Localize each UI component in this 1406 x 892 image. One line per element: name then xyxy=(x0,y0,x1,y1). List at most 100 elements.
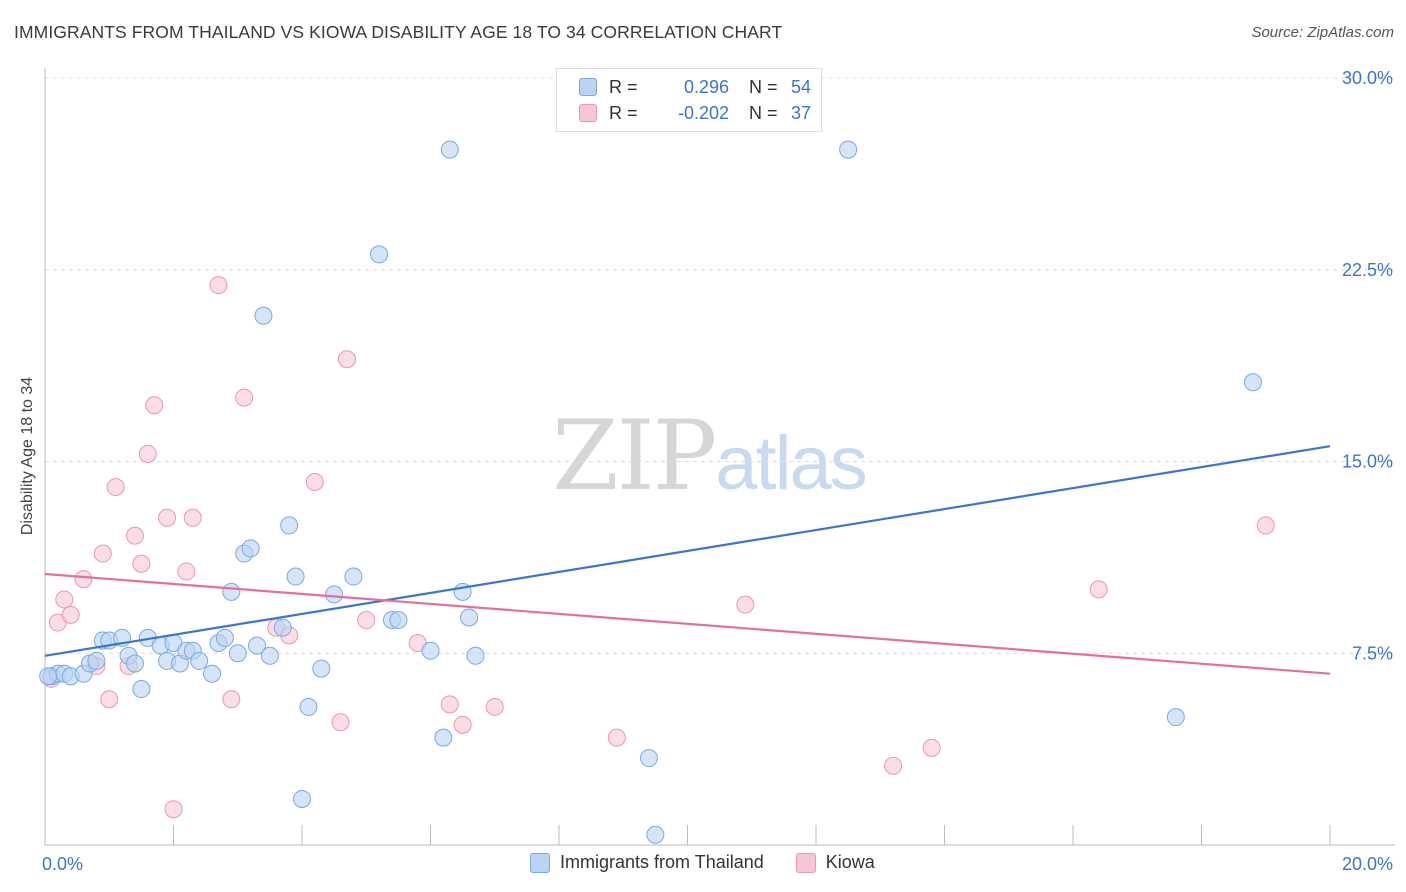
kiowa-point xyxy=(331,713,350,732)
kiowa-point xyxy=(922,738,941,757)
kiowa-point xyxy=(132,554,151,573)
thailand-point xyxy=(254,306,273,325)
r-value: -0.202 xyxy=(677,102,729,123)
kiowa-points xyxy=(42,276,1275,819)
thailand-legend-swatch xyxy=(530,852,550,873)
thailand-points xyxy=(39,140,1262,844)
thailand-point xyxy=(125,654,144,673)
kiowa-point xyxy=(222,690,241,709)
kiowa-point xyxy=(884,756,903,775)
thailand-point xyxy=(248,636,267,655)
y-tick-label: 22.5% xyxy=(1342,260,1393,280)
kiowa-point xyxy=(106,478,125,497)
kiowa-point xyxy=(138,444,157,463)
kiowa-point xyxy=(177,562,196,581)
series-legend: Immigrants from Thailand Kiowa xyxy=(530,852,907,873)
thailand-point xyxy=(389,611,408,630)
thailand-point xyxy=(190,651,209,670)
kiowa-point xyxy=(736,595,755,614)
thailand-point xyxy=(639,749,658,768)
thailand-point xyxy=(280,516,299,535)
kiowa-point xyxy=(453,715,472,734)
grid-lines xyxy=(45,77,1395,654)
x-tick-label: 0.0% xyxy=(42,854,83,874)
thailand-point xyxy=(286,567,305,586)
legend-item-kiowa: Kiowa xyxy=(795,852,875,873)
thailand-point xyxy=(39,667,58,686)
legend-row-thailand: R = 0.296 N = 54 xyxy=(579,75,811,99)
source-label: Source: ZipAtlas.com xyxy=(1251,24,1394,41)
thailand-point xyxy=(370,245,389,264)
trend-lines xyxy=(44,445,1331,675)
x-tick-label: 20.0% xyxy=(1342,854,1393,874)
kiowa-point xyxy=(235,388,254,407)
thailand-legend-label: Immigrants from Thailand xyxy=(560,852,764,872)
thailand-point xyxy=(1166,708,1185,727)
n-value: 37 xyxy=(791,102,812,123)
n-label: N = xyxy=(749,76,778,97)
y-tick-label: 7.5% xyxy=(1352,643,1393,663)
kiowa-point xyxy=(93,544,112,563)
thailand-point xyxy=(434,728,453,747)
thailand-point xyxy=(273,618,292,637)
tick-labels: 7.5% 15.0% 22.5% 30.0% 0.0% 20.0% xyxy=(42,68,1393,874)
kiowa-point xyxy=(357,611,376,630)
thailand-point xyxy=(839,140,858,159)
kiowa-legend-label: Kiowa xyxy=(825,852,875,872)
kiowa-point xyxy=(158,508,177,527)
watermark-atlas: atlas xyxy=(715,421,868,506)
thailand-trend-line xyxy=(44,445,1331,657)
thailand-point xyxy=(1243,373,1262,392)
thailand-point xyxy=(215,628,234,647)
kiowa-point xyxy=(55,590,74,609)
kiowa-point xyxy=(74,570,93,589)
thailand-point xyxy=(299,697,318,716)
thailand-point xyxy=(460,608,479,627)
thailand-point xyxy=(228,644,247,663)
thailand-point xyxy=(87,651,106,670)
n-label: N = xyxy=(749,102,778,123)
kiowa-point xyxy=(607,728,626,747)
kiowa-point xyxy=(183,508,202,527)
thailand-point xyxy=(421,641,440,660)
thailand-point xyxy=(344,567,363,586)
legend-item-thailand: Immigrants from Thailand xyxy=(530,852,764,873)
thailand-point xyxy=(222,582,241,601)
kiowa-point xyxy=(164,800,183,819)
kiowa-point xyxy=(61,605,80,624)
kiowa-point xyxy=(1256,516,1275,535)
kiowa-point xyxy=(1089,580,1108,599)
kiowa-legend-swatch xyxy=(795,852,816,873)
thailand-point xyxy=(132,680,151,699)
r-label: R = xyxy=(609,102,638,123)
thailand-point xyxy=(312,659,331,678)
thailand-point xyxy=(440,140,459,159)
r-label: R = xyxy=(609,76,638,97)
legend-row-kiowa: R = -0.202 N = 37 xyxy=(579,101,811,125)
kiowa-trend-line xyxy=(44,572,1331,675)
n-value: 54 xyxy=(791,76,812,97)
axes xyxy=(44,68,1395,846)
thailand-point xyxy=(466,646,485,665)
thailand-point xyxy=(646,825,665,844)
kiowa-point xyxy=(440,695,459,714)
correlation-legend: R = 0.296 N = 54 R = -0.202 N = 37 xyxy=(556,68,822,132)
thailand-point xyxy=(260,646,279,665)
watermark: ZIPatlas xyxy=(552,400,868,512)
r-value: 0.296 xyxy=(683,76,729,97)
thailand-swatch xyxy=(579,78,597,96)
kiowa-point xyxy=(485,697,504,716)
thailand-point xyxy=(293,789,311,808)
kiowa-point xyxy=(100,690,119,709)
kiowa-swatch xyxy=(579,104,597,122)
thailand-point xyxy=(241,539,260,558)
thailand-point xyxy=(203,664,222,683)
thailand-point xyxy=(325,585,344,604)
kiowa-point xyxy=(337,350,356,369)
y-tick-label: 30.0% xyxy=(1342,68,1393,88)
kiowa-point xyxy=(305,472,324,491)
y-tick-label: 15.0% xyxy=(1342,452,1393,472)
chart-title: IMMIGRANTS FROM THAILAND VS KIOWA DISABI… xyxy=(14,22,783,42)
kiowa-point xyxy=(145,396,164,415)
